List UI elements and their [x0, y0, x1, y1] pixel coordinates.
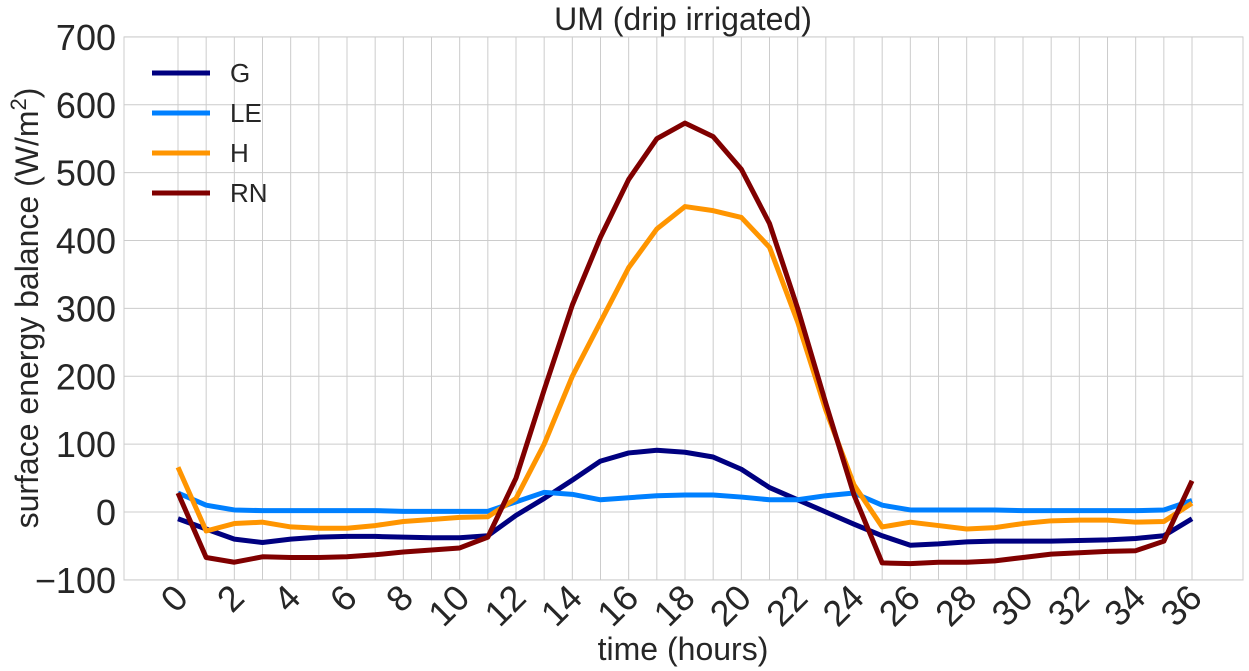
x-tick-label: 10 [420, 577, 477, 634]
x-tick-label: 36 [1152, 577, 1209, 634]
y-tick-label: −100 [35, 560, 116, 601]
x-tick-label: 24 [814, 577, 871, 634]
x-tick-label: 18 [645, 577, 702, 634]
y-tick-label: 100 [56, 424, 116, 465]
legend-label-h: H [230, 138, 249, 168]
x-tick-label: 4 [265, 577, 308, 620]
y-tick-label: 300 [56, 288, 116, 329]
x-tick-label: 20 [702, 577, 759, 634]
x-tick-label: 8 [378, 577, 421, 620]
x-axis-label: time (hours) [598, 631, 769, 667]
y-tick-label: 700 [56, 17, 116, 58]
chart-title: UM (drip irrigated) [554, 1, 812, 37]
series-line-g [177, 447, 1194, 548]
x-tick-label: 34 [1096, 577, 1153, 634]
legend-label-g: G [230, 58, 250, 88]
series-line-h [175, 204, 1194, 534]
x-tick-label: 0 [153, 577, 196, 620]
x-tick-label: 2 [209, 577, 252, 620]
y-tick-label: 500 [56, 153, 116, 194]
y-axis-label: surface energy balance (W/m2) [6, 88, 45, 529]
y-tick-label: 0 [96, 492, 116, 533]
series-line-rn [175, 120, 1195, 567]
x-tick-label: 12 [476, 577, 533, 634]
x-tick-label: 26 [871, 577, 928, 634]
x-tick-label: 16 [589, 577, 646, 634]
plot-area-frame [123, 36, 1244, 581]
legend: G LE H RN [152, 58, 268, 208]
legend-label-le: LE [230, 98, 262, 128]
x-tick-label: 32 [1040, 577, 1097, 634]
x-tick-label: 14 [533, 577, 590, 634]
series-line-le [177, 489, 1193, 514]
y-tick-label: 400 [56, 221, 116, 262]
y-tick-label: 600 [56, 85, 116, 126]
series-lines [175, 120, 1195, 567]
grid [124, 36, 1243, 581]
x-tick-label: 30 [983, 577, 1040, 634]
legend-label-rn: RN [230, 178, 268, 208]
x-tick-label: 6 [322, 577, 365, 620]
y-tick-label: 200 [56, 356, 116, 397]
x-tick-label: 28 [927, 577, 984, 634]
x-tick-label: 22 [758, 577, 815, 634]
